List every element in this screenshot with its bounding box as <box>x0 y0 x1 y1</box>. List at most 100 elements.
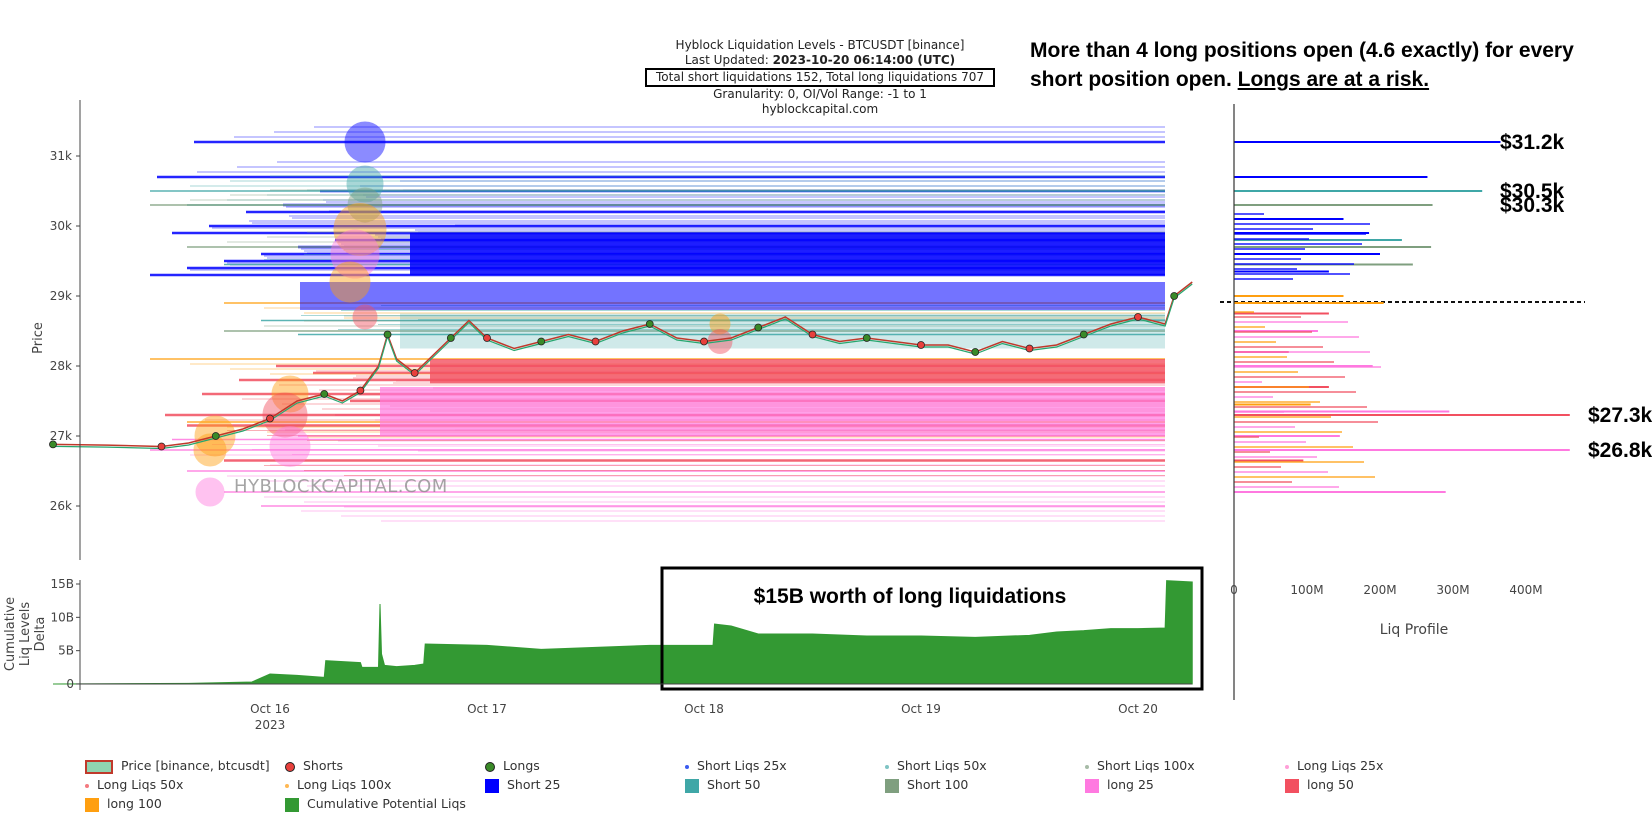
liq-profile-plot-area <box>1220 141 1585 493</box>
axes: 26k 27k 28k 29k 30k 31k Price 0 5B 10B 15BCumulati… <box>3 100 1652 732</box>
long-trade-dot <box>211 432 220 440</box>
long-trade-dot <box>1170 292 1179 300</box>
long-trade-dot <box>1079 330 1088 339</box>
price-line-alt <box>52 283 1193 450</box>
y-tick-label: 31k <box>50 149 72 163</box>
x-tick-label: Oct 19 <box>901 702 941 716</box>
legend-item[interactable]: Short 25 <box>485 777 560 793</box>
legend-item[interactable]: Long Liqs 100x <box>285 777 391 792</box>
dot-icon <box>1285 764 1289 769</box>
cumulative-plot-area: $15B worth of long liquidations <box>52 566 1204 691</box>
risk-note-text: More than 4 long positions open (4.6 exa… <box>1030 39 1574 91</box>
legend-label: Longs <box>503 758 540 773</box>
price-annotation: $27.3k <box>1588 404 1652 427</box>
liq-band <box>400 313 1165 349</box>
legend-item[interactable]: Shorts <box>285 758 343 773</box>
cum-y-tick-label: 15B <box>50 577 74 591</box>
liq-band <box>410 233 1165 275</box>
price-annotation: $31.2k <box>1500 131 1565 154</box>
risk-note-emphasis: Longs are at a risk. <box>1237 68 1430 91</box>
legend-item[interactable]: Long Liqs 50x <box>85 777 183 792</box>
short-trade-dot <box>700 337 708 346</box>
color-square-icon <box>685 778 699 793</box>
profile-x-tick-label: 400M <box>1509 583 1542 597</box>
legend-label: Long Liqs 100x <box>297 777 392 792</box>
legend-label: Shorts <box>303 758 344 773</box>
dot-icon <box>85 783 89 788</box>
long-trade-dot <box>645 320 654 328</box>
liq-bubble <box>347 187 383 223</box>
legend-item[interactable]: long 50 <box>1285 777 1354 793</box>
legend-item[interactable]: Short Liqs 25x <box>685 758 787 773</box>
price-line-icon <box>85 759 113 774</box>
y-tick-label: 26k <box>50 499 72 513</box>
short-trade-dot <box>591 337 600 346</box>
x-tick-sublabel: 2023 <box>255 718 286 732</box>
cumulative-area <box>52 580 1193 685</box>
y-tick-label: 29k <box>50 289 72 303</box>
legend-item[interactable]: Longs <box>485 758 540 773</box>
short-trade-dot <box>356 386 365 395</box>
legend-item[interactable]: Cumulative Potential Liqs <box>285 796 466 812</box>
long-trade-dot <box>446 334 455 342</box>
long-liq-highlight-box <box>660 566 1204 691</box>
y-tick-label: 30k <box>50 219 72 233</box>
long-trade-dot <box>320 390 329 398</box>
long-trade-dot <box>862 334 871 342</box>
legend-item[interactable]: long 100 <box>85 796 162 812</box>
legend-label: long 50 <box>1307 777 1354 792</box>
liq-bubble <box>709 313 731 335</box>
legend-item[interactable]: Short Liqs 50x <box>885 758 987 773</box>
main-y-axis-title: Price <box>31 322 46 354</box>
short-trade-dot <box>157 442 166 451</box>
legend-label: long 100 <box>107 796 162 811</box>
legend-item[interactable]: Short 50 <box>685 777 760 793</box>
legend-label: Short 100 <box>907 777 969 792</box>
x-tick-label: Oct 18 <box>684 702 724 716</box>
liq-bubble <box>346 165 384 203</box>
color-square-icon <box>1085 778 1099 793</box>
short-trade-dot <box>483 334 491 342</box>
legend-item[interactable]: Long Liqs 25x <box>1285 758 1383 773</box>
liq-band <box>300 282 1165 310</box>
liq-bubble <box>352 304 378 330</box>
profile-x-tick-label: 300M <box>1436 583 1469 597</box>
legend-item[interactable]: long 25 <box>1085 777 1154 793</box>
short-trade-dot <box>917 341 925 349</box>
legend-label: Price [binance, btcusdt] <box>121 758 270 773</box>
red-dot-icon <box>285 761 295 772</box>
green-dot-icon <box>485 761 495 772</box>
legend-label: Short 50 <box>707 777 761 792</box>
dot-icon <box>685 764 689 769</box>
legend-label: Long Liqs 50x <box>97 777 184 792</box>
y-tick-label: 28k <box>50 359 72 373</box>
legend-label: long 25 <box>1107 777 1154 792</box>
liq-bubble <box>330 229 380 279</box>
x-tick-label: Oct 17 <box>467 702 507 716</box>
liq-bubble <box>193 433 227 467</box>
color-square-icon <box>885 778 899 793</box>
color-square-icon <box>285 797 299 812</box>
legend-item[interactable]: Short Liqs 100x <box>1085 758 1195 773</box>
long-trade-dot <box>49 440 57 449</box>
legend-item[interactable]: Price [binance, btcusdt] <box>85 758 270 774</box>
short-trade-dot <box>410 369 419 377</box>
legend-label: Short Liqs 50x <box>897 758 987 773</box>
liq-bubble <box>344 121 386 163</box>
liq-band <box>430 359 1165 384</box>
legend-item[interactable]: Short 100 <box>885 777 968 793</box>
granularity-text: Granularity: 0, OI/Vol Range: -1 to 1 <box>713 87 927 101</box>
long-trade-dot <box>754 323 763 332</box>
liq-bubble <box>269 426 311 467</box>
chart-title: Hyblock Liquidation Levels - BTCUSDT [bi… <box>675 38 965 52</box>
color-square-icon <box>85 797 99 812</box>
color-square-icon <box>1285 778 1299 793</box>
legend-label: Long Liqs 25x <box>1297 758 1384 773</box>
x-tick-label: Oct 20 <box>1118 702 1158 716</box>
long-trade-dot <box>537 337 546 346</box>
liq-band <box>380 387 1165 436</box>
cum-y-tick-label: 0 <box>66 677 74 691</box>
dot-icon <box>1085 764 1089 769</box>
short-trade-dot <box>266 414 274 423</box>
